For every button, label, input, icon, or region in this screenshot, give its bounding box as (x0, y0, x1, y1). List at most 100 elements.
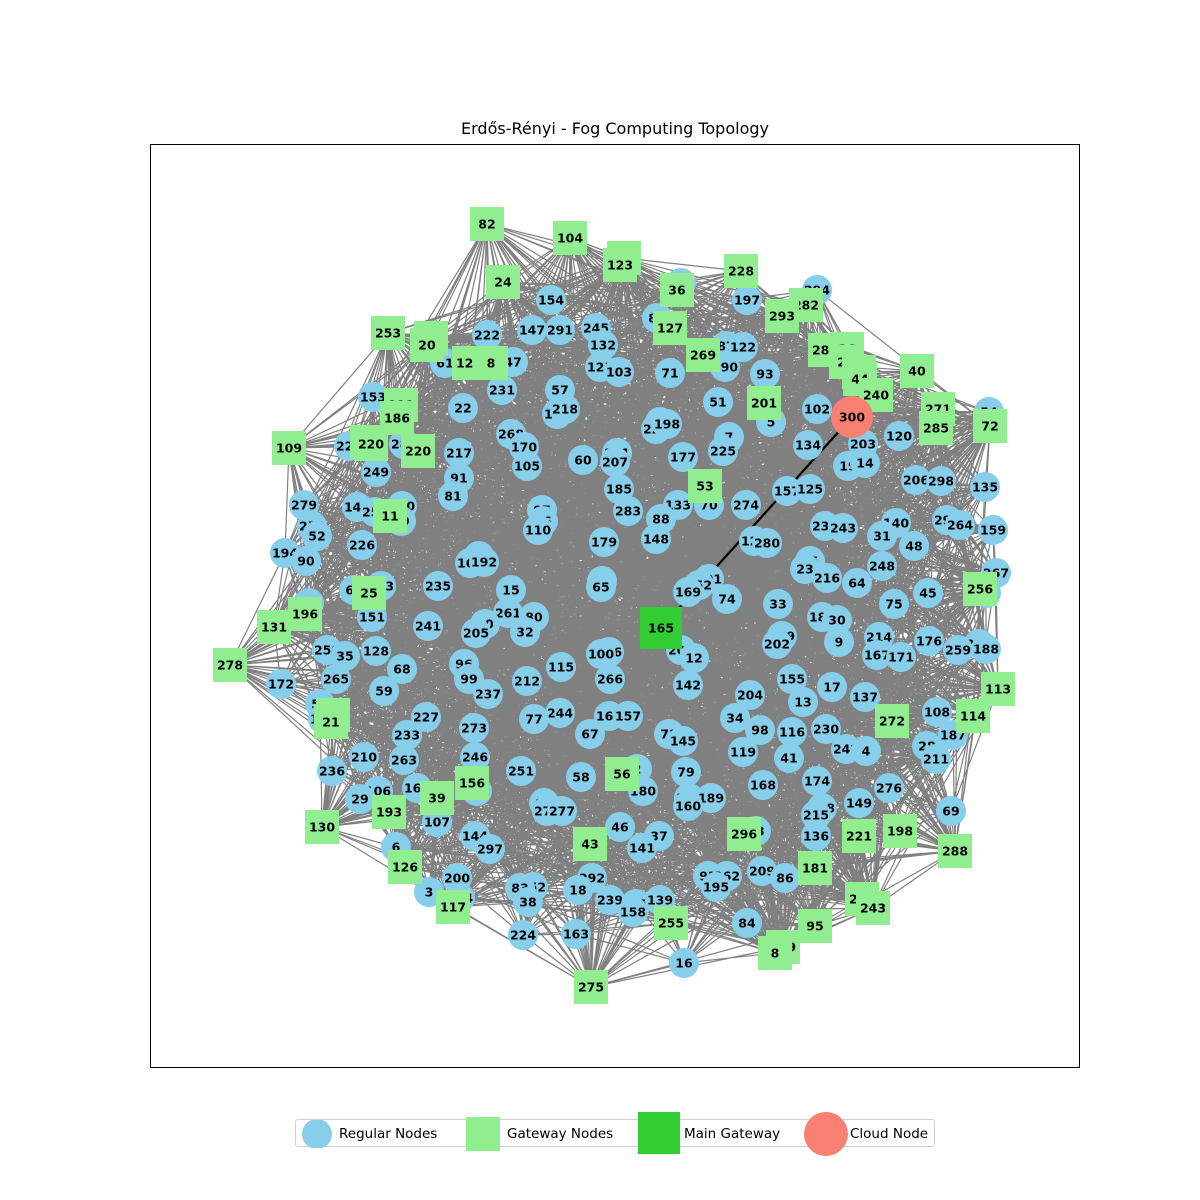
regular-node-marker (613, 701, 643, 731)
node-label: 142 (675, 678, 701, 693)
regular-node: 86 (770, 863, 800, 893)
regular-node-marker (510, 617, 540, 647)
regular-node-marker (586, 572, 616, 602)
regular-node-marker (708, 436, 738, 466)
regular-node: 18 (563, 875, 593, 905)
regular-node: 218 (550, 394, 580, 424)
regular-node-marker (506, 756, 536, 786)
regular-node-marker (842, 568, 872, 598)
main-node-marker (640, 607, 682, 649)
node-label: 211 (923, 752, 949, 767)
regular-node: 205 (461, 618, 491, 648)
regular-node: 243 (828, 513, 858, 543)
regular-node-marker (512, 666, 542, 696)
regular-node: 125 (795, 474, 825, 504)
regular-node: 59 (369, 676, 399, 706)
regular-node: 105 (512, 451, 542, 481)
node-label: 283 (615, 504, 641, 519)
regular-node: 298 (926, 466, 956, 496)
regular-node: 226 (347, 530, 377, 560)
node-label: 197 (734, 293, 760, 308)
node-label: 206 (903, 473, 929, 488)
node-label: 103 (606, 365, 632, 380)
gateway-node-marker (654, 906, 688, 940)
node-label: 269 (690, 348, 716, 363)
legend-cloud-label: Cloud Node (850, 1126, 929, 1142)
regular-node-marker (411, 702, 441, 732)
chart-title: Erdős-Rényi - Fog Computing Topology (461, 119, 769, 138)
gateway-node: 193 (372, 795, 406, 829)
regular-node-marker (770, 863, 800, 893)
regular-node-marker (369, 676, 399, 706)
regular-node: 132 (588, 330, 618, 360)
regular-node: 79 (671, 757, 701, 787)
regular-node-marker (970, 472, 1000, 502)
node-label: 228 (728, 264, 754, 279)
gateway-node: 40 (900, 354, 934, 388)
regular-node: 119 (728, 737, 758, 767)
regular-node: 75 (879, 589, 909, 619)
node-label: 153 (360, 390, 386, 405)
regular-node-marker (266, 669, 296, 699)
regular-node-marker (844, 788, 874, 818)
regular-node-marker (566, 762, 596, 792)
node-label: 204 (737, 688, 763, 703)
gateway-node: 285 (919, 411, 953, 445)
node-label: 7 (725, 430, 734, 445)
regular-node: 16 (669, 948, 699, 978)
regular-node: 14 (850, 448, 880, 478)
gateway-node-marker (686, 338, 720, 372)
node-label: 65 (592, 580, 609, 595)
regular-node: 51 (703, 387, 733, 417)
regular-node-marker (913, 578, 943, 608)
cloud-node-marker (831, 396, 873, 438)
regular-node: 215 (801, 800, 831, 830)
regular-node: 148 (641, 524, 671, 554)
node-label: 47 (504, 355, 521, 370)
regular-node: 122 (728, 332, 758, 362)
node-label: 59 (375, 684, 392, 699)
regular-node: 30 (822, 605, 852, 635)
node-label: 134 (795, 438, 821, 453)
regular-node: 154 (536, 285, 566, 315)
regular-node: 110 (523, 515, 553, 545)
gateway-node-marker (727, 817, 761, 851)
node-label: 169 (675, 585, 701, 600)
gateway-node-marker (352, 576, 386, 610)
gateway-node-marker (305, 810, 339, 844)
regular-node-marker (487, 375, 517, 405)
gateway-node-marker (486, 265, 520, 299)
regular-node-marker (728, 332, 758, 362)
node-label: 297 (477, 842, 503, 857)
node-label: 235 (425, 579, 451, 594)
regular-node-marker (862, 640, 892, 670)
node-label: 212 (514, 674, 540, 689)
node-label: 192 (471, 555, 497, 570)
node-label: 100 (588, 647, 614, 662)
node-label: 177 (670, 450, 696, 465)
node-label: 93 (756, 367, 773, 382)
node-label: 255 (658, 916, 684, 931)
regular-node-marker (812, 563, 842, 593)
regular-node-marker (595, 664, 625, 694)
node-label: 261 (495, 606, 521, 621)
node-label: 275 (578, 980, 604, 995)
regular-node-marker (731, 490, 761, 520)
regular-node-marker (361, 457, 391, 487)
node-label: 3 (425, 885, 434, 900)
regular-node-marker (536, 285, 566, 315)
gateway-node: 39 (420, 781, 454, 815)
regular-node-marker (604, 357, 634, 387)
regular-node-marker (595, 885, 625, 915)
regular-node: 142 (673, 670, 703, 700)
regular-node: 172 (266, 669, 296, 699)
node-label: 218 (552, 402, 578, 417)
regular-node-marker (423, 571, 453, 601)
regular-node: 265 (321, 664, 351, 694)
node-label: 51 (709, 395, 726, 410)
regular-node: 259 (943, 635, 973, 665)
regular-node-marker (317, 756, 347, 786)
node-label: 38 (519, 895, 536, 910)
node-label: 203 (850, 437, 876, 452)
node-label: 282 (793, 298, 819, 313)
